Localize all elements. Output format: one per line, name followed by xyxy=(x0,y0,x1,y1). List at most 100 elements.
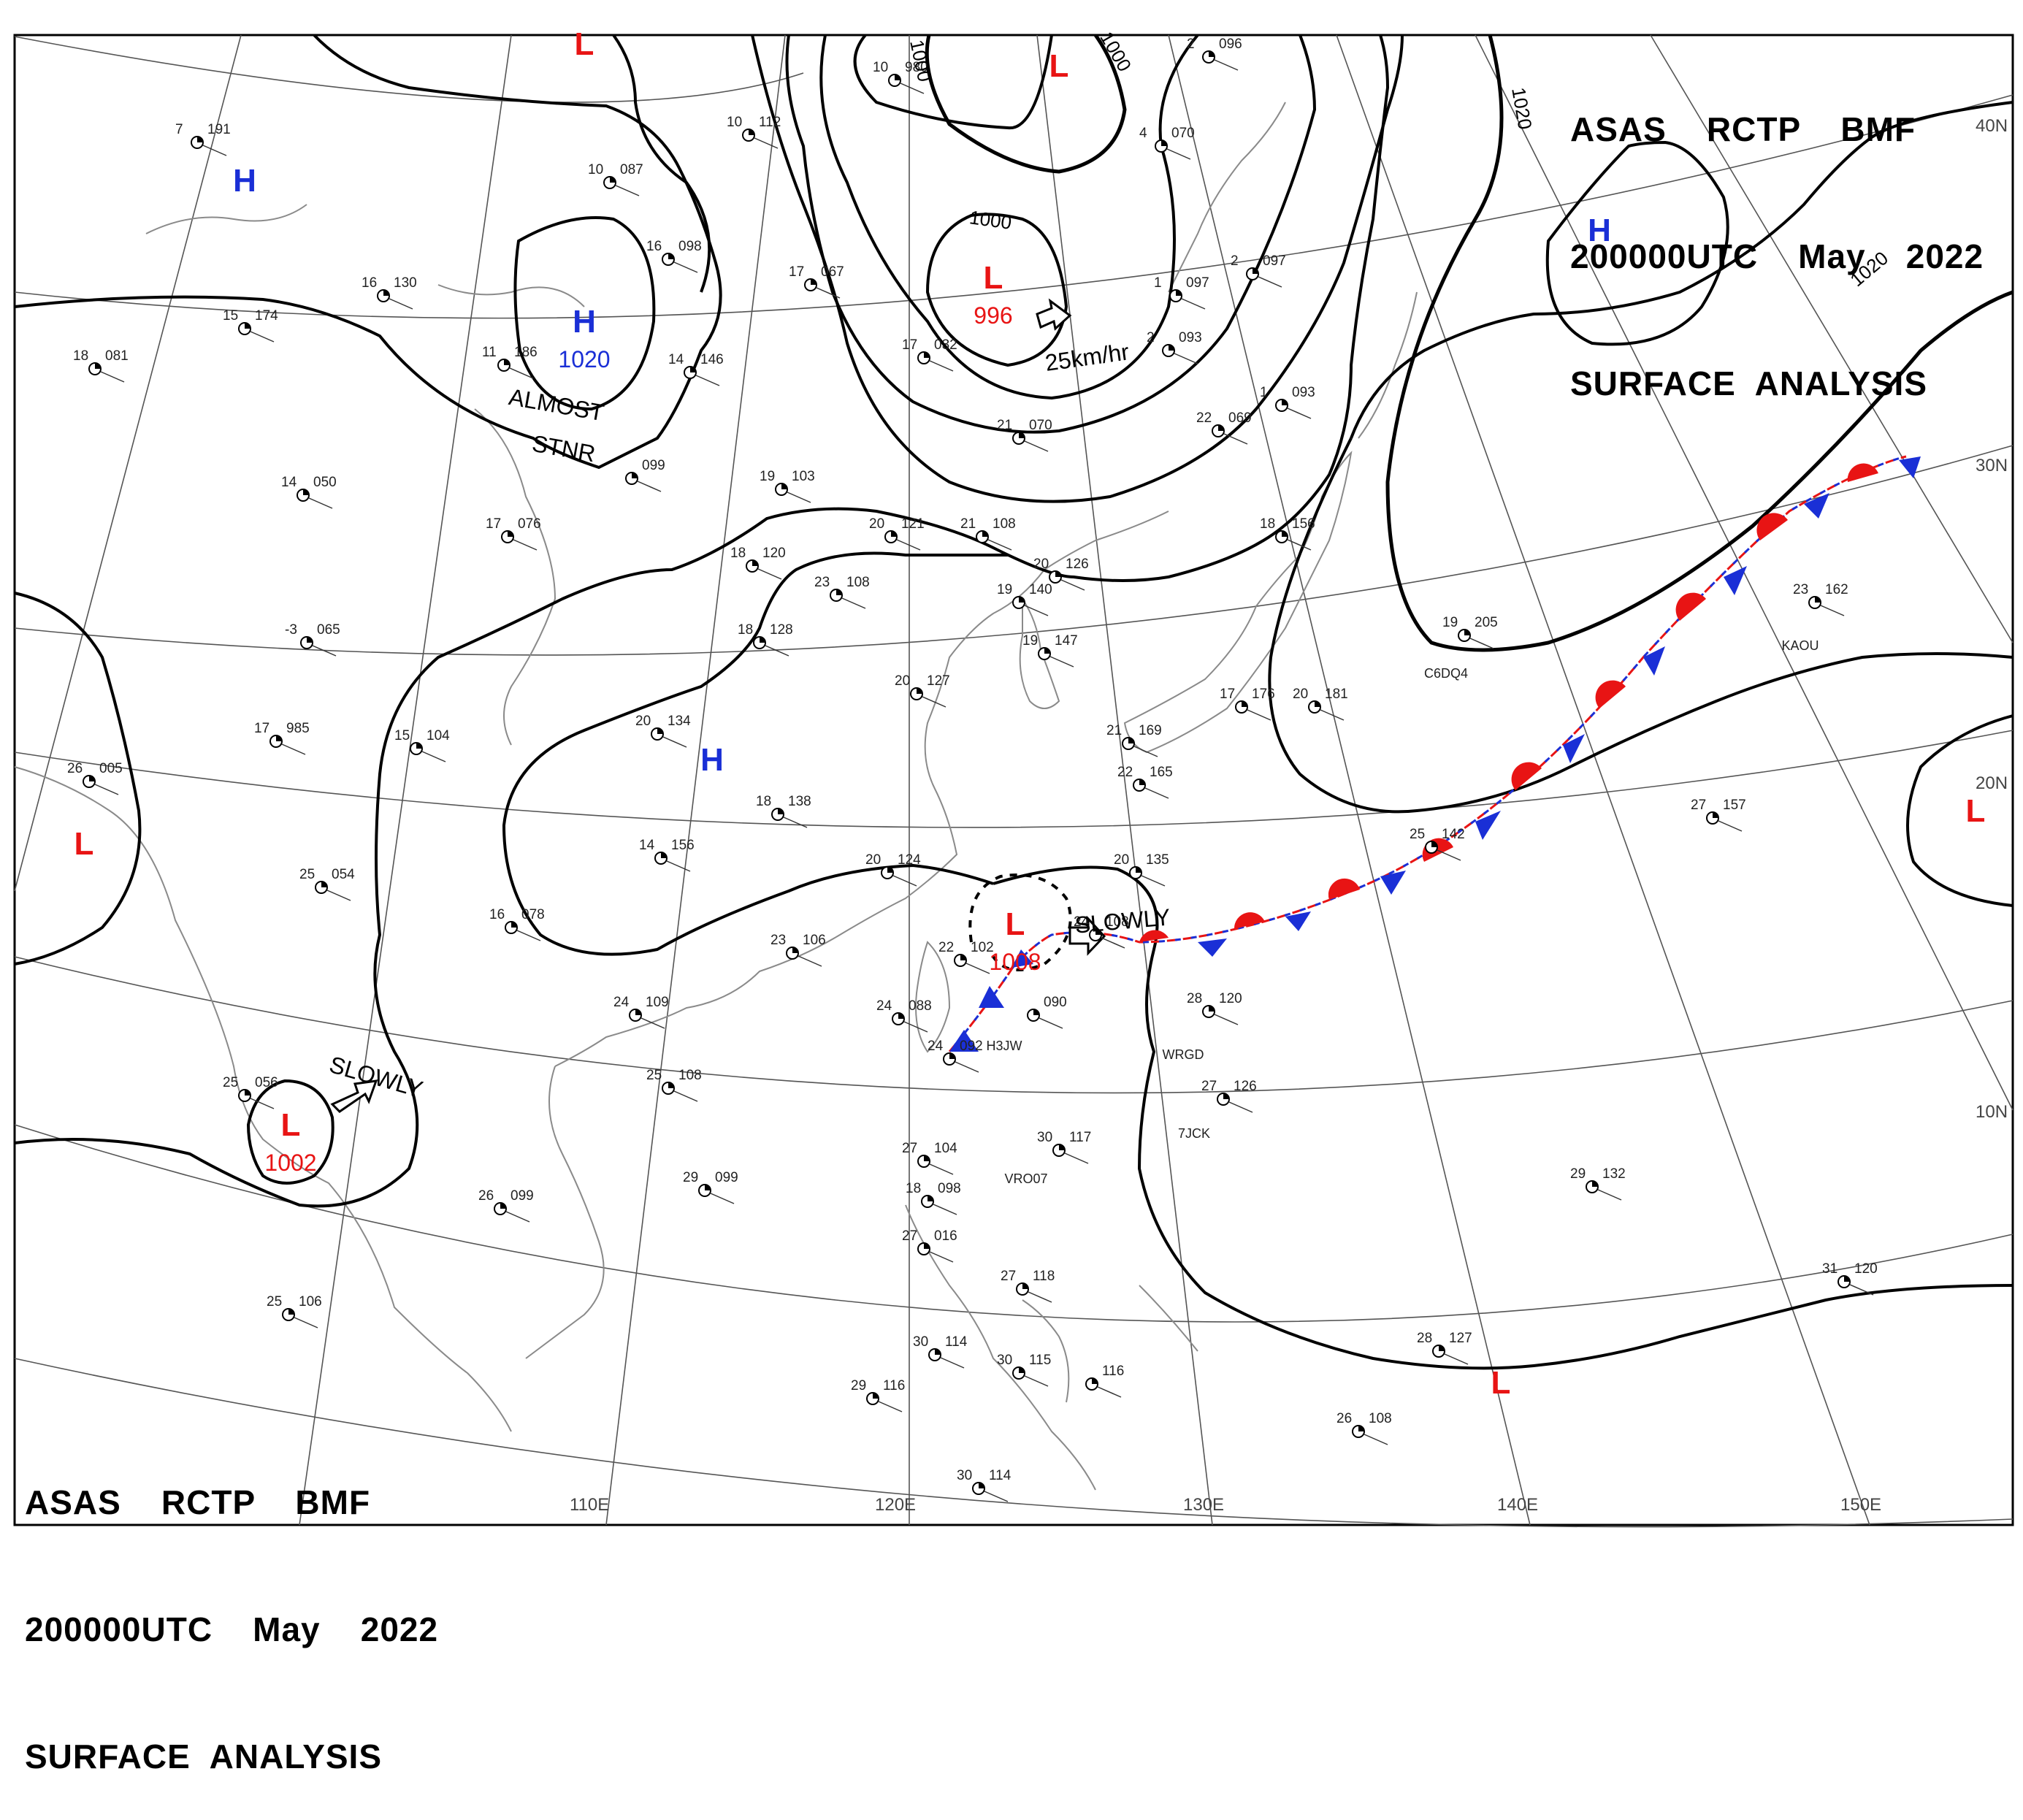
wind-barb xyxy=(666,860,691,872)
cloud-cover xyxy=(1019,432,1025,438)
station-pressure: 109 xyxy=(646,995,669,1010)
title-line: SURFACE ANALYSIS xyxy=(1570,364,1928,402)
station-temp: 15 xyxy=(394,728,410,743)
cloud-cover xyxy=(1315,701,1320,707)
station-temp: 18 xyxy=(730,546,746,561)
station-pressure: 191 xyxy=(207,122,231,137)
latitude-labels: 40N 30N 20N 10N xyxy=(1976,116,2008,1122)
station-temp: 30 xyxy=(957,1468,972,1483)
trough-dashed xyxy=(968,873,1072,971)
cloud-cover xyxy=(245,323,251,329)
low-center: L 1002 xyxy=(264,1107,316,1176)
station-temp: 16 xyxy=(646,239,662,254)
wind-barb xyxy=(250,331,275,343)
station-pressure: 088 xyxy=(909,998,932,1014)
station-plot: 30 114 xyxy=(957,1468,1012,1502)
station-pressure: 140 xyxy=(1029,582,1052,597)
cloud-cover xyxy=(705,1185,711,1190)
station-plot: 2 093 xyxy=(1147,330,1202,364)
station-pressure: 093 xyxy=(1179,330,1202,345)
station-plot: 19 140 xyxy=(997,582,1052,616)
station-plot: 15 174 xyxy=(223,308,278,343)
station-temp: 11 xyxy=(482,345,497,360)
station-temp: 17 xyxy=(1220,687,1235,702)
wind-barb xyxy=(892,875,917,887)
station-temp: 20 xyxy=(635,714,651,729)
cloud-cover xyxy=(1439,1345,1445,1351)
station-pressure: 127 xyxy=(927,673,950,689)
longitude-labels: 110E 120E 130E 140E 150E xyxy=(570,1495,1881,1515)
title-block-bottom: ASAS RCTP BMF 200000UTC May 2022 SURFACE… xyxy=(25,1396,438,1820)
cloud-cover xyxy=(1139,779,1145,785)
station-temp: 2 xyxy=(1147,330,1155,345)
cloud-cover xyxy=(1218,425,1224,431)
wind-barb xyxy=(1049,656,1074,668)
station-temp: 24 xyxy=(928,1039,944,1054)
cloud-cover xyxy=(949,1053,955,1059)
station-plot: 14 146 xyxy=(668,352,724,386)
wind-barb xyxy=(1133,746,1158,757)
cloud-cover xyxy=(982,531,988,537)
wind-barb xyxy=(673,261,698,273)
wind-barb xyxy=(1024,440,1049,452)
station-plot: 4 070 xyxy=(1139,126,1195,160)
station-temp: 28 xyxy=(1187,991,1202,1006)
cloud-cover xyxy=(1464,630,1470,635)
station-temp: 27 xyxy=(1691,798,1706,813)
low-symbol: L xyxy=(1006,906,1025,942)
station-pressure: 181 xyxy=(1325,687,1348,702)
wind-barb xyxy=(100,371,125,383)
station-temp: 29 xyxy=(1570,1166,1586,1182)
title-line: SURFACE ANALYSIS xyxy=(25,1737,383,1775)
cloud-cover xyxy=(1209,51,1215,57)
title-line: 200000UTC May 2022 xyxy=(1570,237,1984,275)
station-temp: 18 xyxy=(756,794,771,809)
station-pressure: 142 xyxy=(1442,827,1465,842)
cloud-cover xyxy=(891,531,897,537)
lon-label: 130E xyxy=(1183,1495,1224,1515)
cloud-cover xyxy=(508,531,513,537)
station-plot: 7 191 xyxy=(175,122,231,156)
cold-front-triangles xyxy=(949,456,1921,1052)
station-temp: 23 xyxy=(1793,582,1808,597)
cloud-cover xyxy=(307,637,313,643)
wind-barb xyxy=(757,568,782,580)
station-pressure: 118 xyxy=(1033,1269,1055,1284)
wind-barb xyxy=(1064,1152,1089,1164)
station-plot: 19 205 xyxy=(1442,615,1498,649)
station-plot: 20 126 xyxy=(1033,557,1089,591)
wind-barb xyxy=(1024,605,1049,616)
cloud-cover xyxy=(1019,1367,1025,1373)
ship-callsigns: C6DQ4 KAOU WRGD 7JCK H3JW VRO07 xyxy=(987,638,1819,1186)
cloud-cover xyxy=(690,367,696,372)
station-plot: 27 016 xyxy=(902,1228,957,1263)
station-plot: 10 112 xyxy=(727,115,781,149)
wind-barb xyxy=(798,955,822,967)
cloud-cover xyxy=(383,290,389,296)
station-plot: 22 069 xyxy=(1196,410,1252,445)
center-pressure: 1002 xyxy=(264,1150,316,1176)
station-pressure: 157 xyxy=(1723,798,1746,813)
ship-id: KAOU xyxy=(1781,638,1819,653)
wind-barb xyxy=(1597,1189,1622,1201)
wind-barb xyxy=(250,1098,275,1109)
station-pressure: 056 xyxy=(255,1075,278,1090)
wind-barb xyxy=(1849,1284,1874,1296)
longitude-lines xyxy=(14,34,2014,1526)
lat-label: 40N xyxy=(1976,116,2008,136)
wind-barb xyxy=(929,1251,954,1263)
station-temp: 19 xyxy=(1022,633,1038,649)
wind-barb xyxy=(987,539,1012,551)
wind-barb xyxy=(765,645,789,657)
station-plot: 21 108 xyxy=(960,516,1016,551)
cloud-cover xyxy=(1431,841,1437,847)
station-pressure: 130 xyxy=(394,275,417,291)
cloud-cover xyxy=(924,1243,930,1249)
cloud-cover xyxy=(632,473,638,478)
station-pressure: 134 xyxy=(668,714,691,729)
cloud-cover xyxy=(935,1349,941,1355)
station-pressure: 162 xyxy=(1825,582,1848,597)
wind-barb xyxy=(1028,1291,1052,1303)
wind-barb xyxy=(1060,579,1085,591)
